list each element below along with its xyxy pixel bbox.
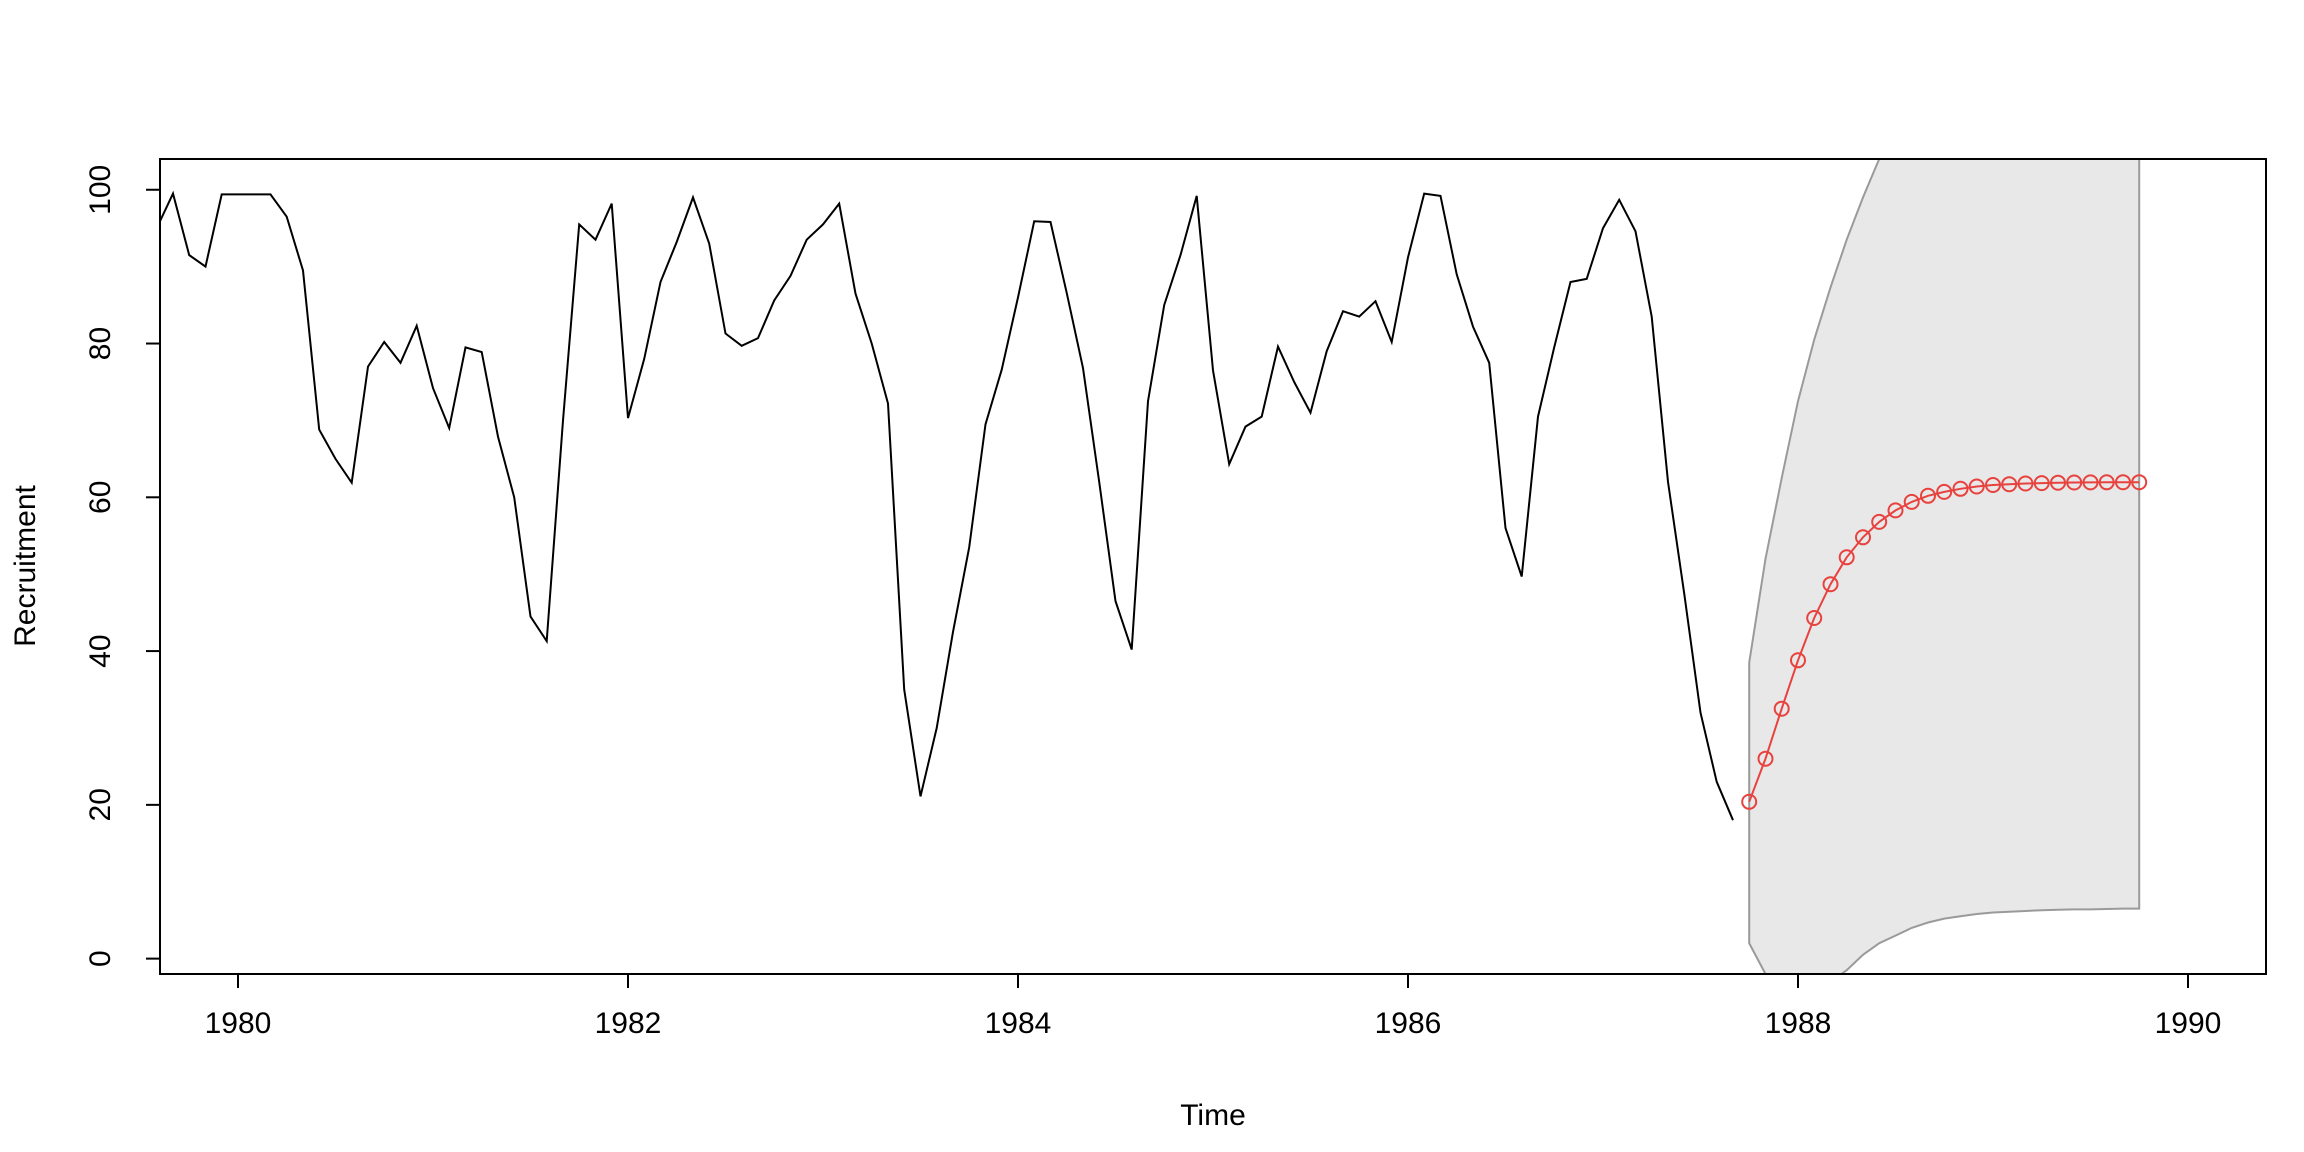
- forecast-point: [1773, 700, 1790, 717]
- x-tick-label: 1982: [595, 1007, 662, 1040]
- y-tick-label: 40: [84, 634, 117, 667]
- forecast-point: [2066, 474, 2083, 491]
- x-tick-label: 1986: [1375, 1007, 1442, 1040]
- forecast-point: [2115, 474, 2131, 491]
- y-tick-label: 80: [84, 327, 117, 360]
- forecast-point: [2017, 475, 2034, 492]
- y-tick-label: 100: [84, 165, 117, 215]
- y-tick-label: 0: [84, 950, 117, 967]
- forecast-point: [1985, 477, 2001, 493]
- forecast-point: [1790, 652, 1806, 669]
- observed-series-line: [160, 190, 1734, 821]
- forecast-point: [1952, 480, 1969, 497]
- forecast-point: [2131, 474, 2148, 491]
- forecast-point: [2033, 475, 2050, 492]
- y-tick-label: 20: [84, 788, 117, 821]
- x-tick-label: 1980: [205, 1007, 272, 1040]
- forecast-point: [1887, 502, 1904, 519]
- y-tick-label: 60: [84, 481, 117, 514]
- forecast-point: [2050, 474, 2066, 491]
- forecast-point: [2098, 474, 2115, 491]
- y-axis-title: Recruitment: [9, 484, 42, 646]
- forecast-series-line: [1748, 481, 2140, 803]
- forecast-point: [1806, 610, 1823, 626]
- forecast-point: [2082, 474, 2099, 491]
- forecast-point: [2001, 476, 2018, 493]
- forecast-point: [1822, 576, 1839, 593]
- plot-frame: [159, 158, 2267, 975]
- forecast-point: [1903, 493, 1920, 510]
- forecast-point: [1838, 549, 1855, 566]
- x-tick-label: 1990: [2155, 1007, 2222, 1040]
- forecast-point: [1968, 478, 1985, 495]
- forecast-point: [1741, 793, 1758, 810]
- forecast-point: [1920, 487, 1936, 504]
- x-tick-label: 1984: [985, 1007, 1052, 1040]
- forecast-point: [1757, 750, 1774, 767]
- x-axis-title: Time: [1180, 1099, 1246, 1132]
- forecast-point: [1936, 483, 1953, 500]
- prediction-interval-band: [1748, 159, 2141, 974]
- forecast-point: [1871, 513, 1888, 530]
- forecast-point: [1855, 529, 1871, 546]
- x-tick-label: 1988: [1765, 1007, 1832, 1040]
